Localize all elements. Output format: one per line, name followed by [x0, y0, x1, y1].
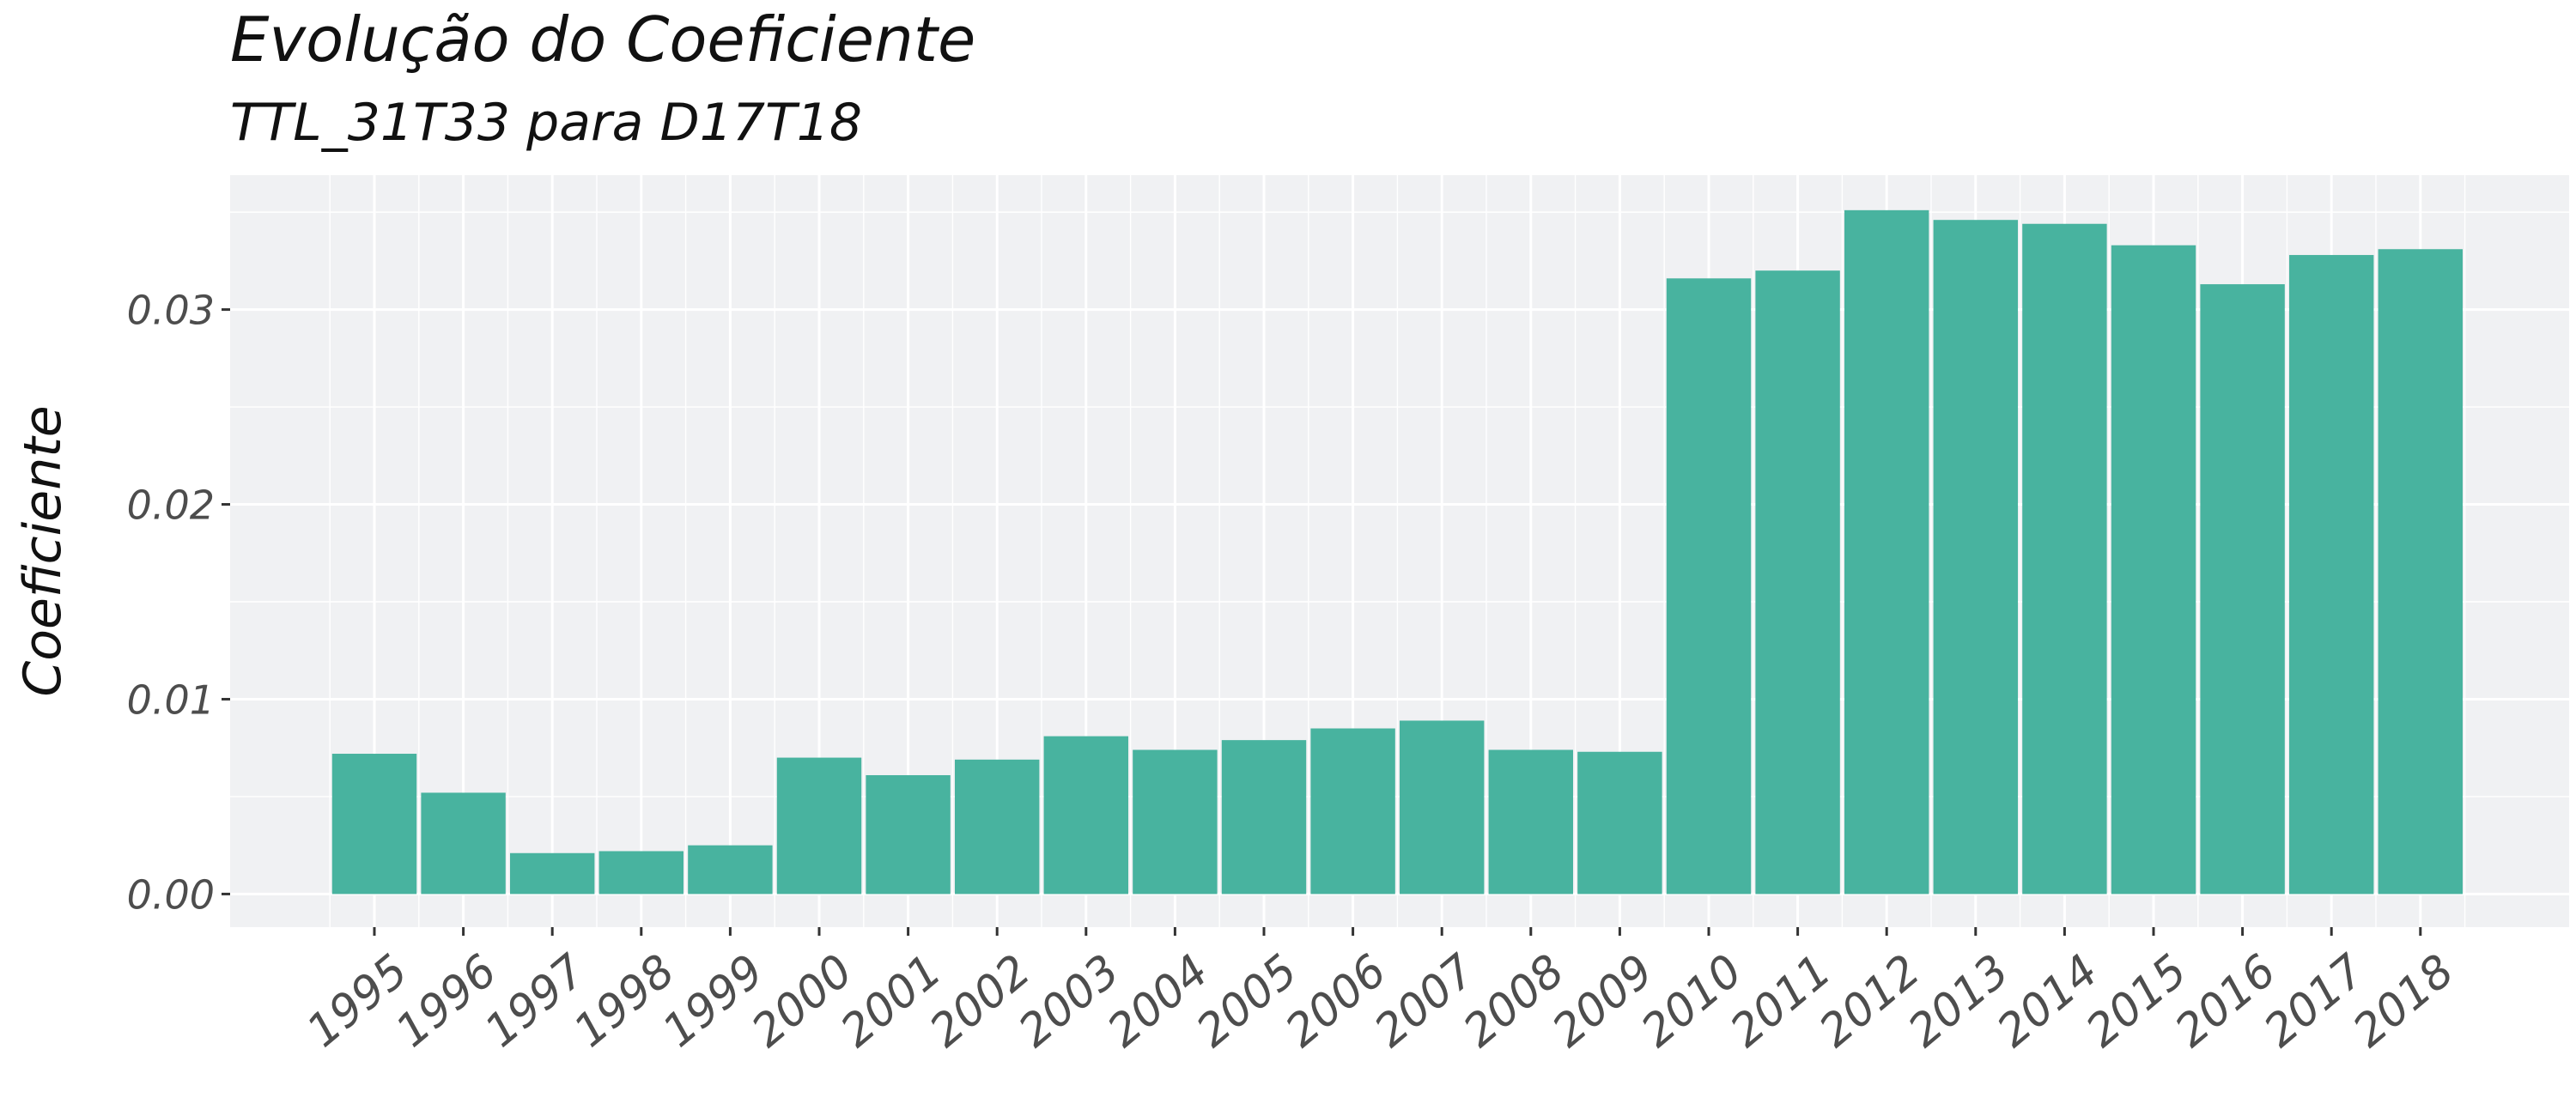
bar-2005 — [1221, 740, 1307, 895]
y-axis-title: Coeficiente — [13, 405, 73, 696]
bar-2011 — [1755, 270, 1840, 895]
x-tick-label: 1998 — [564, 945, 684, 1058]
bar-1998 — [598, 851, 684, 895]
bar-2007 — [1399, 720, 1485, 895]
bar-2012 — [1844, 209, 1929, 895]
x-tick-label: 2005 — [1188, 945, 1308, 1058]
x-tick-label: 2007 — [1365, 945, 1485, 1058]
x-tick-label: 2000 — [743, 945, 863, 1058]
x-tick-label: 2010 — [1632, 945, 1753, 1058]
bar-2003 — [1043, 736, 1129, 895]
bar-1996 — [421, 792, 506, 895]
bars — [331, 209, 2464, 895]
x-tick-label: 2008 — [1454, 945, 1574, 1058]
bar-2004 — [1133, 749, 1218, 895]
x-tick-label: 2011 — [1721, 945, 1841, 1058]
chart-title: Evolução do Coeficiente — [230, 3, 976, 76]
x-tick-label: 2006 — [1276, 945, 1396, 1058]
bar-2000 — [776, 757, 862, 895]
y-tick-label: 0.03 — [127, 288, 215, 334]
bar-1997 — [509, 852, 595, 895]
bar-2015 — [2111, 245, 2196, 895]
bar-2008 — [1488, 749, 1574, 895]
x-tick-label: 2017 — [2255, 945, 2375, 1058]
x-tick-label: 2003 — [1009, 945, 1129, 1058]
x-tick-label: 2014 — [1988, 945, 2108, 1058]
x-tick-label: 2013 — [1899, 945, 2019, 1058]
chart-subtitle: TTL_31T33 para D17T18 — [230, 93, 863, 153]
bar-2002 — [954, 759, 1040, 895]
x-tick-label: 2002 — [920, 945, 1041, 1058]
x-tick-label: 2016 — [2166, 945, 2286, 1058]
bar-2017 — [2288, 255, 2374, 895]
bar-2016 — [2200, 284, 2285, 895]
x-tick-label: 2012 — [1810, 945, 1930, 1058]
bar-2010 — [1666, 278, 1752, 895]
x-tick-label: 2001 — [831, 945, 951, 1058]
x-axis: 1995199619971998199920002001200220032004… — [298, 927, 2464, 1058]
bar-2018 — [2378, 249, 2464, 895]
x-tick-label: 1995 — [298, 945, 418, 1058]
y-tick-label: 0.02 — [127, 482, 215, 529]
x-tick-label: 1996 — [386, 945, 507, 1058]
y-tick-label: 0.01 — [127, 676, 215, 723]
x-tick-label: 2018 — [2343, 945, 2464, 1058]
y-tick-label: 0.00 — [127, 871, 215, 918]
x-tick-label: 2004 — [1098, 945, 1218, 1058]
bar-1995 — [331, 754, 417, 895]
bar-2009 — [1577, 751, 1662, 895]
bar-1999 — [688, 845, 773, 895]
x-tick-label: 1997 — [476, 945, 596, 1058]
x-tick-label: 1999 — [653, 945, 774, 1058]
y-axis: 0.00 0.01 0.02 0.03 — [127, 288, 230, 918]
bar-2014 — [2022, 223, 2107, 895]
x-tick-label: 2009 — [1543, 945, 1663, 1058]
x-tick-label: 2015 — [2077, 945, 2197, 1058]
bar-2006 — [1310, 728, 1395, 895]
bar-2001 — [866, 774, 951, 895]
bar-2013 — [1933, 220, 2019, 895]
